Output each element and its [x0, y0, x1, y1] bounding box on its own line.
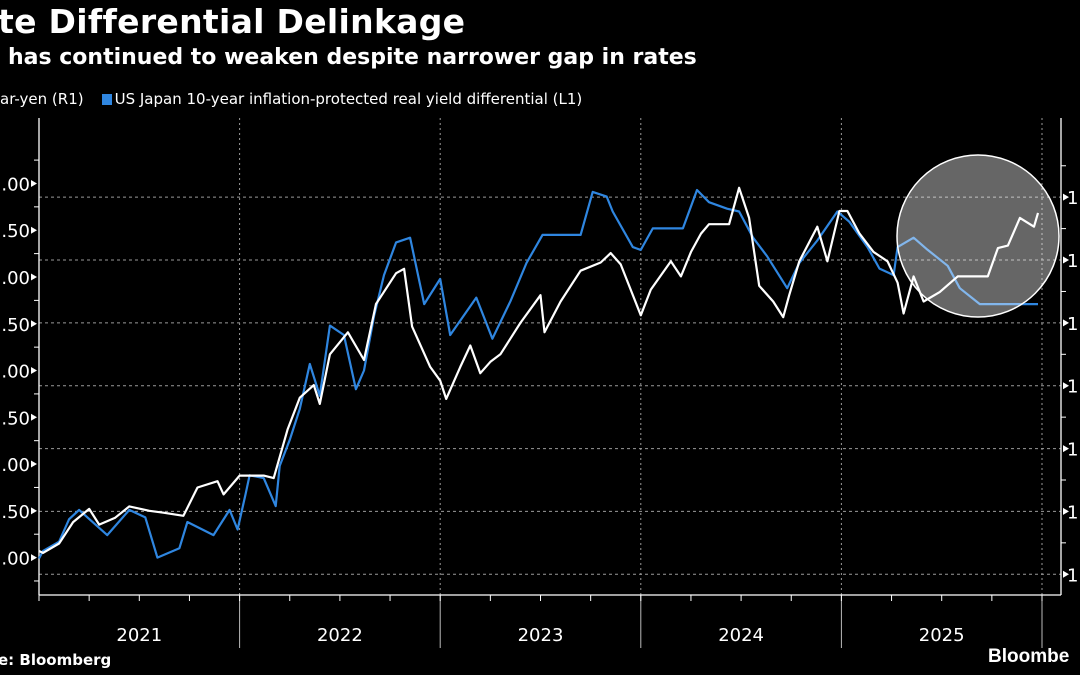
chart-title: te Differential Delinkage	[0, 2, 466, 41]
left-tick-label: .50	[1, 315, 30, 336]
x-tick-label: 2023	[518, 625, 564, 646]
series-line-usdjpy	[38, 186, 1040, 554]
legend-label-usdjpy: ar-yen (R1)	[0, 90, 84, 108]
right-tick-label: 1	[1067, 565, 1078, 586]
left-axis-tick-marker	[31, 554, 37, 562]
left-tick-label: .00	[1, 268, 30, 289]
right-tick-label: 1	[1067, 502, 1078, 523]
left-axis-tick-marker	[31, 413, 37, 421]
left-tick-label: .00	[1, 174, 30, 195]
x-tick-label: 2025	[919, 625, 965, 646]
right-axis-tick-marker	[1063, 256, 1069, 264]
left-axis-tick-marker	[31, 226, 37, 234]
legend-label-real-yield: US Japan 10-year inflation-protected rea…	[114, 90, 583, 108]
left-axis-tick-marker	[31, 273, 37, 281]
right-tick-label: 1	[1067, 314, 1078, 335]
right-tick-label: 1	[1067, 188, 1078, 209]
left-tick-label: .00	[1, 549, 30, 570]
right-axis-tick-marker	[1063, 319, 1069, 327]
right-axis-tick-marker	[1063, 507, 1069, 515]
left-tick-label: .00	[1, 455, 30, 476]
right-axis-tick-marker	[1063, 382, 1069, 390]
highlight-circle	[896, 154, 1060, 318]
x-tick-label: 2024	[718, 625, 764, 646]
left-axis-tick-marker	[31, 179, 37, 187]
source-note: e: Bloomberg	[0, 651, 112, 669]
chart-subtitle: has continued to weaken despite narrower…	[8, 45, 697, 70]
left-tick-label: .50	[1, 408, 30, 429]
x-tick-label: 2022	[317, 625, 363, 646]
left-tick-label: .00	[1, 362, 30, 383]
left-axis-tick-marker	[31, 507, 37, 515]
legend-swatch-real-yield	[101, 93, 112, 105]
right-tick-label: 1	[1067, 440, 1078, 461]
left-axis-tick-marker	[31, 320, 37, 328]
left-axis-tick-marker	[31, 460, 37, 468]
series-line-real-yield-differential	[38, 188, 1038, 560]
left-tick-label: .50	[1, 221, 30, 242]
x-tick-label: 2021	[116, 625, 162, 646]
right-axis-tick-marker	[1063, 570, 1069, 578]
right-tick-label: 1	[1067, 251, 1078, 272]
left-tick-label: .50	[1, 502, 30, 523]
legend: ar-yen (R1) US Japan 10-year inflation-p…	[0, 90, 582, 108]
left-axis-tick-marker	[31, 367, 37, 375]
bloomberg-logo: Bloombe	[988, 646, 1070, 667]
right-axis-tick-marker	[1063, 193, 1069, 201]
right-axis-tick-marker	[1063, 445, 1069, 453]
right-tick-label: 1	[1067, 377, 1078, 398]
